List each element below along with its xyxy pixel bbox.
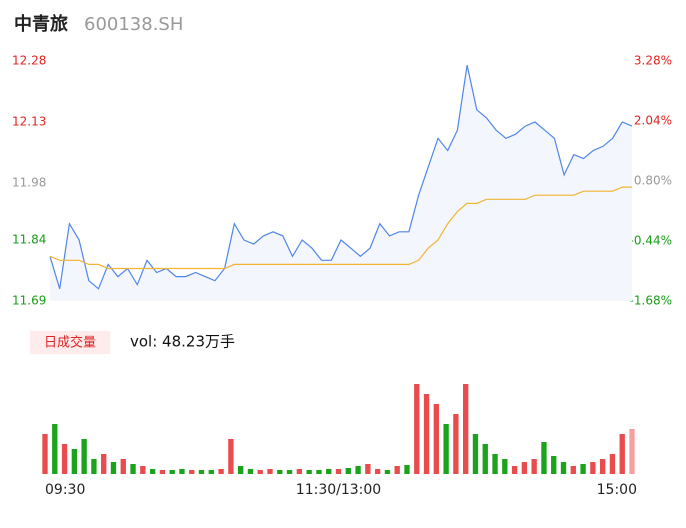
volume-bar [110,462,117,474]
volume-bar [599,459,606,474]
x-tick-label: 15:00 [597,482,637,498]
volume-bar [228,439,234,474]
y2-tick-label: -0.44% [630,234,672,248]
y-tick-label: 11.84 [12,232,46,246]
volume-bar [71,449,78,474]
volume-bar [531,459,537,474]
volume-bar [590,462,596,474]
stock-name: 中青旅 [14,13,68,35]
y2-tick-label: -1.68% [630,294,672,308]
volume-bar [189,470,195,474]
y2-tick-label: 3.28% [634,54,672,68]
volume-bar [472,434,479,474]
volume-bar [414,384,420,474]
volume-bar [335,469,342,474]
volume-bar [619,434,625,474]
volume-bar [179,469,185,474]
volume-bar [296,469,303,474]
y2-tick-label: 2.04% [634,114,672,128]
y-tick-label: 11.69 [12,294,46,308]
volume-bar [629,429,635,474]
price-line [49,64,633,290]
volume-bar [502,459,508,474]
y-tick-label: 11.98 [12,176,46,190]
volume-bar [463,384,469,474]
volume-bar [81,439,87,474]
volume-bar [101,454,107,474]
volume-bar [277,470,283,474]
volume-bar [511,466,518,474]
volume-bar [404,465,410,474]
volume-bar [433,404,440,474]
volume-bar [521,462,528,474]
volume-bar [345,468,351,474]
y2-tick-label: 0.80% [634,174,672,188]
volume-bar [560,462,567,474]
volume-bar [570,466,576,474]
volume-bar [482,444,488,474]
volume-bar [267,469,273,474]
volume-bar [52,424,58,474]
volume-bar [91,459,97,474]
volume-bar [218,469,224,474]
y-tick-label: 12.28 [12,54,46,68]
volume-bar [365,464,371,474]
volume-bar [609,454,616,474]
price-area [50,65,632,301]
stock-code: 600138.SH [84,14,183,35]
volume-bar [306,470,312,474]
volume-bar [247,469,254,474]
avg-line [49,186,632,270]
volume-bar [316,470,322,474]
volume-bar [61,444,68,474]
volume-bar [355,466,361,474]
volume-bar [453,414,459,474]
volume-bar [423,394,430,474]
volume-bar [551,456,557,474]
volume-bar [198,470,205,474]
volume-bar [208,470,214,474]
volume-bar [326,469,332,474]
volume-bar [140,466,146,474]
volume-tag-bg [30,331,110,354]
volume-bar [286,470,293,474]
volume-bar [149,469,156,474]
volume-bar [257,470,263,474]
volume-bar [237,466,244,474]
y-tick-label: 12.13 [12,115,46,129]
volume-bar [159,470,166,474]
volume-bar [130,464,136,474]
volume-bar [384,470,391,474]
volume-bar [169,470,175,474]
volume-bar [541,442,547,474]
volume-bar [42,434,48,474]
volume-total: vol: 48.23万手 [130,333,235,351]
volume-bar [443,424,449,474]
x-tick-label: 09:30 [45,482,85,498]
volume-bar [374,469,381,474]
volume-bar [492,454,498,474]
volume-bar [580,464,586,474]
x-tick-label: 11:30/13:00 [296,482,381,498]
volume-bar [120,459,126,474]
volume-bar [394,466,400,474]
volume-tag: 日成交量 [44,335,96,351]
